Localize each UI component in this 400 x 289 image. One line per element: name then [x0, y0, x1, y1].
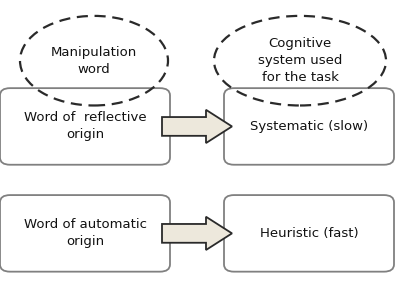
FancyBboxPatch shape	[224, 195, 394, 272]
FancyBboxPatch shape	[224, 88, 394, 165]
Text: Systematic (slow): Systematic (slow)	[250, 120, 368, 133]
Text: Word of automatic
origin: Word of automatic origin	[24, 218, 146, 248]
Text: Manipulation
word: Manipulation word	[51, 46, 137, 76]
Text: Word of  reflective
origin: Word of reflective origin	[24, 112, 146, 141]
Text: Heuristic (fast): Heuristic (fast)	[260, 227, 358, 240]
FancyBboxPatch shape	[0, 88, 170, 165]
Text: Cognitive
system used
for the task: Cognitive system used for the task	[258, 37, 342, 84]
FancyArrow shape	[162, 110, 232, 143]
FancyBboxPatch shape	[0, 195, 170, 272]
FancyArrow shape	[162, 217, 232, 250]
